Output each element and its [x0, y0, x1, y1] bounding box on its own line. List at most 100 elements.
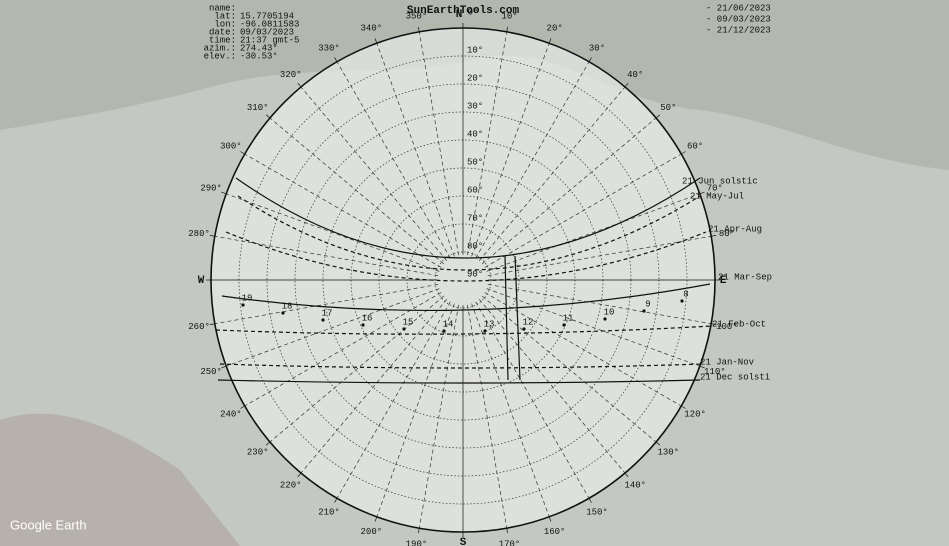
- elevation-label: 30°: [467, 101, 483, 111]
- watermark: Google Earth: [10, 517, 87, 532]
- hour-dot: [241, 303, 245, 307]
- azimuth-label: 130°: [657, 448, 679, 458]
- azimuth-line: [467, 304, 508, 529]
- elevation-label: 50°: [467, 157, 483, 167]
- azimuth-tick: [221, 365, 227, 369]
- azimuth-line: [226, 193, 440, 272]
- azimuth-label: 240°: [220, 409, 242, 419]
- azimuth-tick: [506, 26, 508, 32]
- elevation-label: 40°: [467, 129, 483, 139]
- azimuth-line: [478, 86, 626, 261]
- info-label: elev.:: [204, 51, 236, 61]
- map-land: [0, 0, 949, 170]
- azimuth-tick: [209, 323, 215, 325]
- labels: 0° 10° 20° 30° 40° 50° 60° 70° 80° 100° 110° 120° 13…: [188, 3, 772, 546]
- azimuth-label: 0°: [468, 7, 479, 17]
- azimuth-label: 290°: [200, 184, 222, 194]
- azimuth-line: [475, 301, 590, 499]
- azimuth-tick: [506, 528, 508, 534]
- azimuth-label: 140°: [624, 481, 646, 491]
- azimuth-tick: [297, 472, 302, 478]
- azimuth-line: [486, 288, 700, 367]
- azimuth-tick: [588, 498, 592, 503]
- azimuth-tick: [699, 365, 705, 369]
- azimuth-line: [226, 288, 440, 367]
- info-value: -30.53°: [240, 51, 278, 61]
- azimuth-line: [269, 117, 444, 265]
- azimuth-line: [269, 295, 444, 443]
- azimuth-line: [418, 304, 459, 529]
- hour-dot: [522, 327, 526, 331]
- azimuth-line: [214, 235, 439, 276]
- azimuth-tick: [588, 57, 592, 62]
- azimuth-tick: [681, 151, 686, 155]
- map-land: [0, 413, 240, 546]
- curve-label: 21 May-Jul: [690, 191, 744, 201]
- azimuth-label: 350°: [406, 11, 428, 21]
- hour-dot: [361, 323, 365, 327]
- hour-dot: [603, 317, 607, 321]
- azimuth-tick: [265, 441, 271, 446]
- compass-label: S: [460, 537, 467, 546]
- azimuth-line: [300, 86, 448, 261]
- azimuth-line: [418, 31, 459, 256]
- sun-path: [237, 195, 701, 271]
- hour-dot: [281, 311, 285, 315]
- info-label: time:: [209, 35, 236, 45]
- hour-label: 18: [282, 301, 293, 311]
- azimuth-label: 280°: [188, 229, 210, 239]
- azimuth-label: 10°: [501, 11, 517, 21]
- legend-entry: - 09/03/2023: [706, 14, 771, 24]
- azimuth-label: 250°: [200, 367, 222, 377]
- info-value: -96.0811583: [240, 19, 299, 29]
- sun-path: [225, 231, 707, 282]
- sun-path: [215, 325, 713, 335]
- hour-label: 13: [484, 319, 495, 329]
- azimuth-label: 60°: [687, 141, 703, 151]
- azimuth-line: [336, 61, 451, 259]
- azimuth-tick: [655, 441, 661, 446]
- azimuth-tick: [624, 472, 629, 478]
- azimuth-line: [487, 284, 712, 325]
- azimuth-tick: [418, 26, 420, 32]
- azimuth-line: [214, 284, 439, 325]
- azimuth-label: 110°: [704, 367, 726, 377]
- azimuth-label: 160°: [544, 527, 566, 537]
- compass-label: N: [456, 9, 463, 21]
- site-title: SunEarthTools.com: [407, 5, 520, 17]
- info-label: lon:: [214, 19, 236, 29]
- hour-label: 19: [242, 293, 253, 303]
- azimuth-line: [376, 303, 455, 517]
- hour-label: 9: [645, 299, 650, 309]
- info-label: lat:: [214, 11, 236, 21]
- hour-dot: [680, 299, 684, 303]
- elevation-label: 10°: [467, 45, 483, 55]
- azimuth-line: [471, 43, 550, 257]
- azimuth-label: 170°: [499, 539, 521, 546]
- sun-path: [235, 177, 701, 259]
- azimuth-tick: [548, 516, 552, 522]
- azimuth-tick: [418, 528, 420, 534]
- azimuth-tick: [681, 405, 686, 409]
- azimuth-label: 220°: [280, 481, 302, 491]
- azimuth-label: 330°: [318, 43, 340, 53]
- azimuth-tick: [548, 38, 552, 44]
- azimuth-line: [467, 31, 508, 256]
- azimuth-line: [471, 303, 550, 517]
- azimuth-tick: [655, 114, 661, 119]
- info-label: name:: [209, 3, 236, 13]
- azimuth-line: [484, 153, 682, 268]
- analemma: [504, 255, 521, 381]
- azimuth-label: 320°: [280, 70, 302, 80]
- azimuth-line: [486, 193, 700, 272]
- elevation-label: 20°: [467, 73, 483, 83]
- legend-entry: - 21/06/2023: [706, 3, 771, 13]
- azimuth-tick: [240, 151, 245, 155]
- azimuth-label: 50°: [660, 103, 676, 113]
- azimuth-label: 80°: [719, 229, 735, 239]
- azimuth-line: [482, 117, 657, 265]
- hour-dot: [642, 309, 646, 313]
- azimuth-line: [376, 43, 455, 257]
- azimuth-label: 230°: [247, 448, 269, 458]
